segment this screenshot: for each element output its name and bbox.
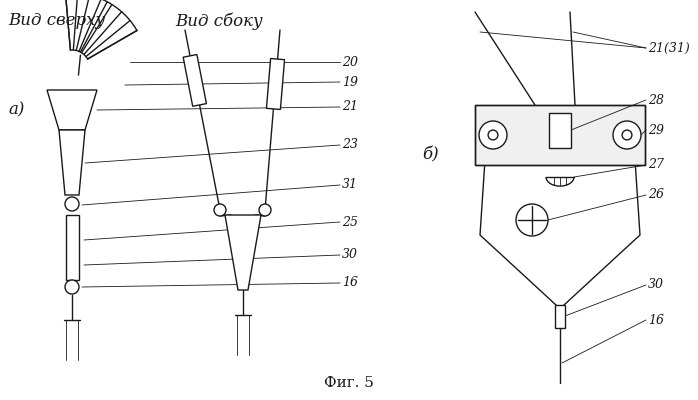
Text: Вид сбоку: Вид сбоку: [175, 12, 262, 30]
Text: 16: 16: [342, 276, 358, 290]
Polygon shape: [267, 58, 285, 110]
Text: а): а): [8, 102, 24, 118]
Circle shape: [259, 204, 271, 216]
Bar: [66, 215, 79, 280]
Polygon shape: [225, 215, 261, 290]
Bar: [549, 113, 571, 148]
Text: 23: 23: [342, 138, 358, 152]
Text: 30: 30: [342, 248, 358, 262]
Circle shape: [479, 121, 507, 149]
Text: 16: 16: [648, 314, 664, 326]
Circle shape: [65, 197, 79, 211]
Text: 21: 21: [342, 100, 358, 114]
Circle shape: [65, 280, 79, 294]
Polygon shape: [47, 90, 97, 130]
Bar: [475, 105, 645, 165]
Circle shape: [613, 121, 641, 149]
Text: 25: 25: [342, 216, 358, 228]
Polygon shape: [183, 54, 207, 106]
Circle shape: [488, 130, 498, 140]
Text: 21(31): 21(31): [648, 42, 690, 54]
Text: 28: 28: [648, 94, 664, 106]
Text: 20: 20: [342, 56, 358, 68]
Text: 19: 19: [342, 76, 358, 88]
Circle shape: [214, 204, 226, 216]
Text: 29: 29: [648, 124, 664, 136]
Text: 26: 26: [648, 188, 664, 202]
Text: Вид сверху: Вид сверху: [8, 12, 105, 29]
Bar: [475, 105, 645, 165]
Bar: [555, 305, 565, 328]
Circle shape: [622, 130, 632, 140]
Text: 30: 30: [648, 278, 664, 292]
Polygon shape: [59, 130, 85, 195]
Text: Фиг. 5: Фиг. 5: [324, 376, 374, 390]
Text: 27: 27: [648, 158, 664, 172]
Text: 31: 31: [342, 178, 358, 192]
Text: б): б): [422, 146, 438, 164]
